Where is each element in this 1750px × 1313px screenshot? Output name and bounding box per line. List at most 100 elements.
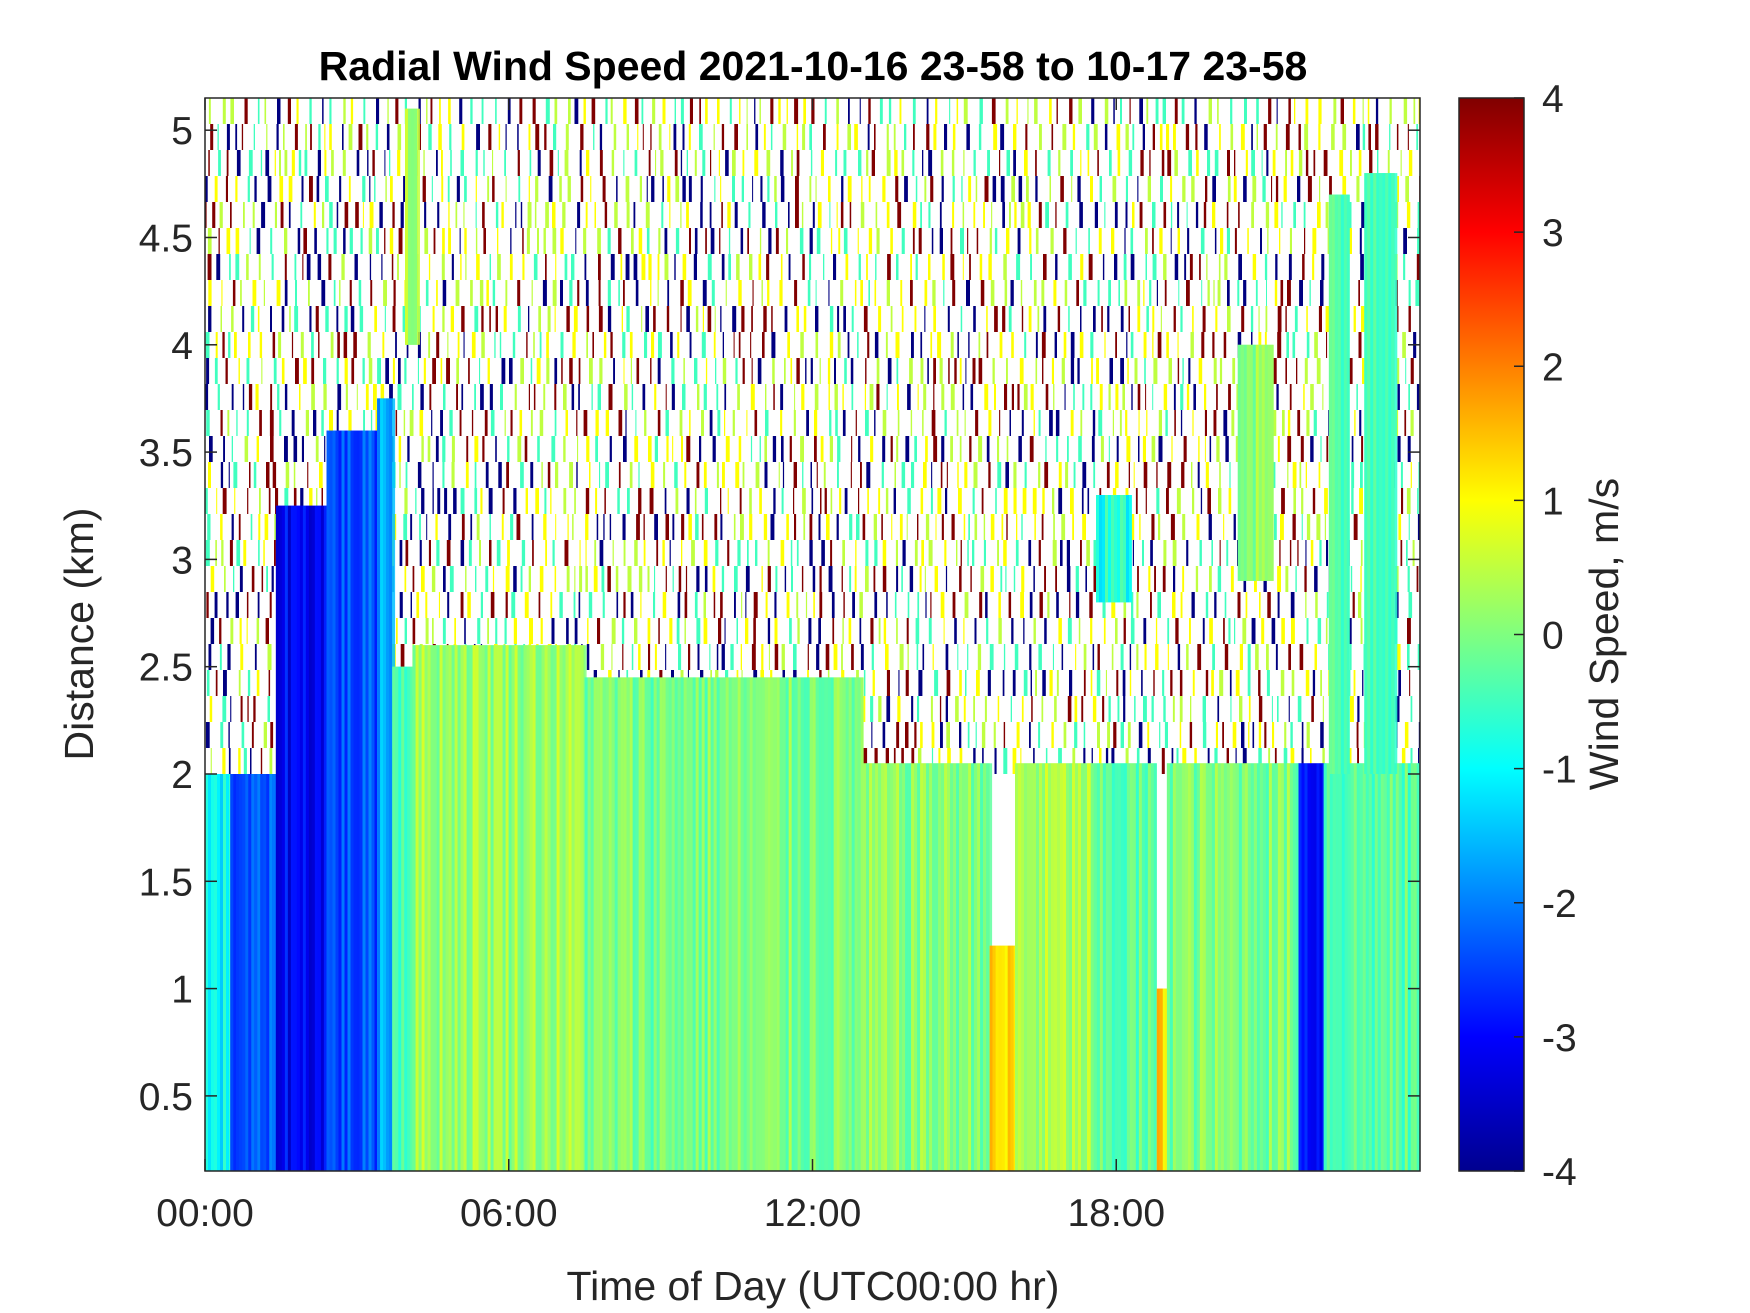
noise-strip xyxy=(948,358,950,384)
noise-strip xyxy=(529,150,532,176)
noise-strip xyxy=(1304,566,1307,592)
region-strip xyxy=(740,677,744,1171)
noise-strip xyxy=(412,384,414,410)
noise-strip xyxy=(988,254,992,280)
noise-strip xyxy=(376,98,380,124)
noise-strip xyxy=(1369,150,1373,176)
noise-strip xyxy=(207,228,212,254)
noise-strip xyxy=(960,228,964,254)
noise-strip xyxy=(712,566,716,592)
noise-strip xyxy=(647,618,651,644)
region-strip xyxy=(1235,763,1239,1171)
noise-strip xyxy=(1361,202,1365,228)
noise-strip xyxy=(1354,410,1356,436)
noise-strip xyxy=(630,592,634,618)
y-tick-label: 2 xyxy=(171,754,193,797)
noise-strip xyxy=(476,124,480,150)
noise-strip xyxy=(412,618,416,644)
region-strip xyxy=(430,645,434,1171)
noise-strip xyxy=(218,228,220,254)
noise-strip xyxy=(1014,202,1017,228)
noise-strip xyxy=(1143,696,1147,722)
region-strip xyxy=(674,677,678,1171)
noise-strip xyxy=(1090,670,1093,696)
region-strip xyxy=(1271,763,1275,1171)
x-tick-label: 06:00 xyxy=(460,1192,558,1235)
noise-strip xyxy=(1063,332,1067,358)
noise-strip xyxy=(1316,358,1321,384)
noise-strip xyxy=(1030,384,1034,410)
noise-strip xyxy=(1170,228,1172,254)
noise-strip xyxy=(1126,332,1128,358)
noise-strip xyxy=(554,566,557,592)
noise-strip xyxy=(613,124,617,150)
noise-strip xyxy=(259,332,263,358)
noise-strip xyxy=(1053,280,1057,306)
region-strip xyxy=(383,398,387,1171)
noise-strip xyxy=(1312,228,1317,254)
noise-strip xyxy=(1281,488,1285,514)
colorbar-tick-label: 4 xyxy=(1542,78,1564,121)
region-strip xyxy=(851,677,855,1171)
noise-strip xyxy=(1081,696,1084,722)
region-strip xyxy=(1093,763,1097,1171)
noise-strip xyxy=(1152,306,1155,332)
noise-strip xyxy=(536,358,541,384)
noise-strip xyxy=(1090,618,1093,644)
noise-strip xyxy=(1058,150,1061,176)
noise-strip xyxy=(850,462,852,488)
noise-strip xyxy=(1143,462,1148,488)
noise-strip xyxy=(834,358,836,384)
noise-strip xyxy=(703,592,706,618)
noise-strip xyxy=(675,176,680,202)
noise-strip xyxy=(437,202,440,228)
region-strip xyxy=(1169,763,1173,1171)
noise-strip xyxy=(815,306,819,332)
noise-strip xyxy=(400,644,405,670)
noise-strip xyxy=(1158,436,1163,462)
noise-strip xyxy=(946,722,950,748)
noise-strip xyxy=(369,176,371,202)
noise-strip xyxy=(535,176,539,202)
noise-strip xyxy=(914,540,918,566)
noise-strip xyxy=(1292,462,1297,488)
noise-strip xyxy=(224,566,226,592)
noise-strip xyxy=(1401,488,1404,514)
noise-strip xyxy=(506,462,509,488)
noise-strip xyxy=(825,644,830,670)
noise-strip xyxy=(1285,124,1290,150)
noise-strip xyxy=(1042,670,1046,696)
noise-strip xyxy=(787,332,790,358)
noise-strip xyxy=(820,488,822,514)
noise-strip xyxy=(214,358,218,384)
noise-strip xyxy=(270,722,274,748)
region-strip xyxy=(405,108,408,345)
noise-strip xyxy=(1152,332,1154,358)
noise-strip xyxy=(767,176,770,202)
noise-strip xyxy=(1299,644,1304,670)
noise-strip xyxy=(1250,306,1254,332)
noise-strip xyxy=(291,150,295,176)
noise-strip xyxy=(935,514,937,540)
noise-strip xyxy=(243,748,247,774)
noise-strip xyxy=(236,150,241,176)
region-strip xyxy=(1374,763,1378,1171)
noise-strip xyxy=(383,280,387,306)
noise-strip xyxy=(1400,540,1403,566)
noise-strip xyxy=(786,228,789,254)
noise-strip xyxy=(1000,124,1005,150)
noise-strip xyxy=(404,618,407,644)
region-strip xyxy=(722,677,726,1171)
noise-strip xyxy=(1056,98,1058,124)
noise-strip xyxy=(265,618,269,644)
noise-strip xyxy=(930,696,933,722)
noise-strip xyxy=(362,176,366,202)
noise-strip xyxy=(1078,436,1082,462)
noise-strip xyxy=(1012,670,1016,696)
noise-strip xyxy=(865,540,869,566)
noise-strip xyxy=(460,150,464,176)
noise-strip xyxy=(960,540,962,566)
noise-strip xyxy=(734,202,738,228)
noise-strip xyxy=(1125,124,1129,150)
